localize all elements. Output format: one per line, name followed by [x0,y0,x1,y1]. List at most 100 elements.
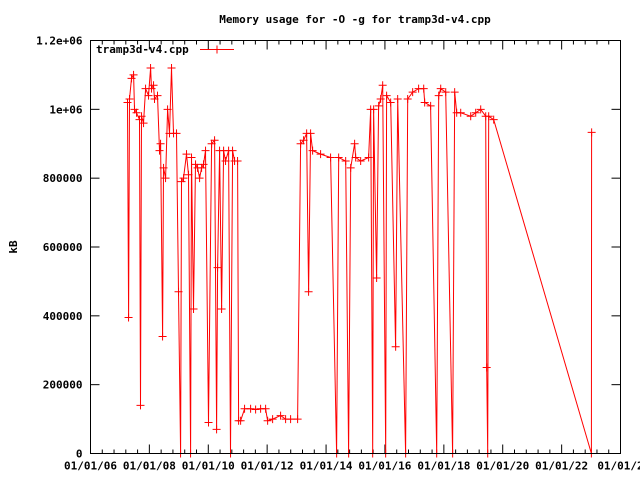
data-point-marker [159,163,168,172]
data-point-marker [334,153,343,162]
x-tick-label: 01/01/2 [597,460,640,473]
data-point-marker [408,88,417,97]
data-point-marker [174,287,183,296]
data-point-marker [376,95,385,104]
data-point-marker [476,105,485,114]
data-point-marker [372,273,381,282]
data-point-marker [382,91,391,100]
data-point-marker [441,88,450,97]
data-point-marker [268,415,277,424]
data-point-marker [341,156,350,165]
data-point-marker [197,163,206,172]
data-point-marker [350,139,359,148]
data-point-marker [489,115,498,124]
y-tick-label: 600000 [43,241,83,254]
data-point-marker [135,115,144,124]
data-point-marker [251,405,260,414]
data-point-marker [482,363,491,372]
data-point-marker [378,81,387,90]
data-point-marker [456,108,465,117]
data-point-marker [276,411,285,420]
data-point-marker [403,95,412,104]
data-point-marker [351,153,360,162]
data-point-marker [374,101,383,110]
data-point-marker [179,174,188,183]
data-point-marker [393,95,402,104]
data-point-marker [177,177,186,186]
data-point-marker [137,112,146,121]
data-point-marker [386,98,395,107]
data-point-marker [147,84,156,93]
data-point-marker [391,342,400,351]
legend-plus-marker [213,45,221,54]
data-point-marker [155,146,164,155]
y-tick-label: 200000 [43,379,83,392]
data-point-marker [167,64,176,73]
data-point-marker [127,74,136,83]
data-point-marker [187,153,196,162]
data-point-marker [436,84,445,93]
data-point-marker [228,146,237,155]
data-point-marker [261,404,270,413]
data-point-marker [210,136,219,145]
chart-title: Memory usage for -O -g for tramp3d-v4.cp… [219,13,491,26]
series-tramp3d [123,64,596,458]
data-point-marker [450,88,459,97]
y-tick-label: 0 [76,448,83,461]
data-point-marker [129,70,138,79]
data-point-marker [199,160,208,169]
data-point-marker [156,139,165,148]
data-point-marker [236,416,245,425]
x-tick-label: 01/01/16 [358,460,411,473]
x-tick-label: 01/01/10 [182,460,235,473]
data-point-marker [466,112,475,121]
y-tick-label: 1e+06 [49,103,82,116]
data-point-marker [293,415,302,424]
data-point-marker [125,95,134,104]
x-tick-label: 01/01/12 [241,460,294,473]
data-point-marker [213,263,222,272]
data-point-marker [434,91,443,100]
data-point-marker [161,174,170,183]
data-point-marker [172,129,181,138]
data-point-marker [163,105,172,114]
data-point-marker [364,153,373,162]
data-point-marker [369,105,378,114]
data-point-marker [217,304,226,313]
data-point-marker [246,404,255,413]
data-point-marker [484,112,493,121]
data-point-marker [263,416,272,425]
data-point-marker [471,108,480,117]
data-point-marker [308,146,317,155]
data-point-marker [153,91,162,100]
x-tick-label: 01/01/08 [123,460,176,473]
legend-label: tramp3d-v4.cpp [96,43,189,56]
data-point-marker [221,156,230,165]
data-point-marker [306,129,315,138]
data-point-marker [158,332,167,341]
y-axis-label: kB [7,240,20,254]
x-tick-label: 01/01/22 [535,460,588,473]
x-tick-label: 01/01/06 [64,460,117,473]
plot-frame [90,40,621,454]
data-point-marker [144,91,153,100]
x-tick-label: 01/01/20 [476,460,529,473]
data-point-marker [123,98,132,107]
data-point-marker [316,150,325,159]
data-point-marker [286,415,295,424]
series-line [127,67,593,454]
data-point-marker [356,156,365,165]
data-point-marker [132,108,141,117]
axis-ticks: 0 200000 400000 600000 800000 1e+06 1.2e+06 01/… [36,35,640,473]
data-point-marker [195,174,204,183]
data-point-marker [182,150,191,159]
y-tick-label: 400000 [43,310,83,323]
data-point-marker [136,401,145,410]
y-tick-label: 1.2e+06 [36,35,83,48]
data-point-marker [299,136,308,145]
data-point-marker [146,64,155,73]
data-point-marker [124,313,133,322]
data-point-marker [139,119,148,128]
data-point-marker [201,146,210,155]
